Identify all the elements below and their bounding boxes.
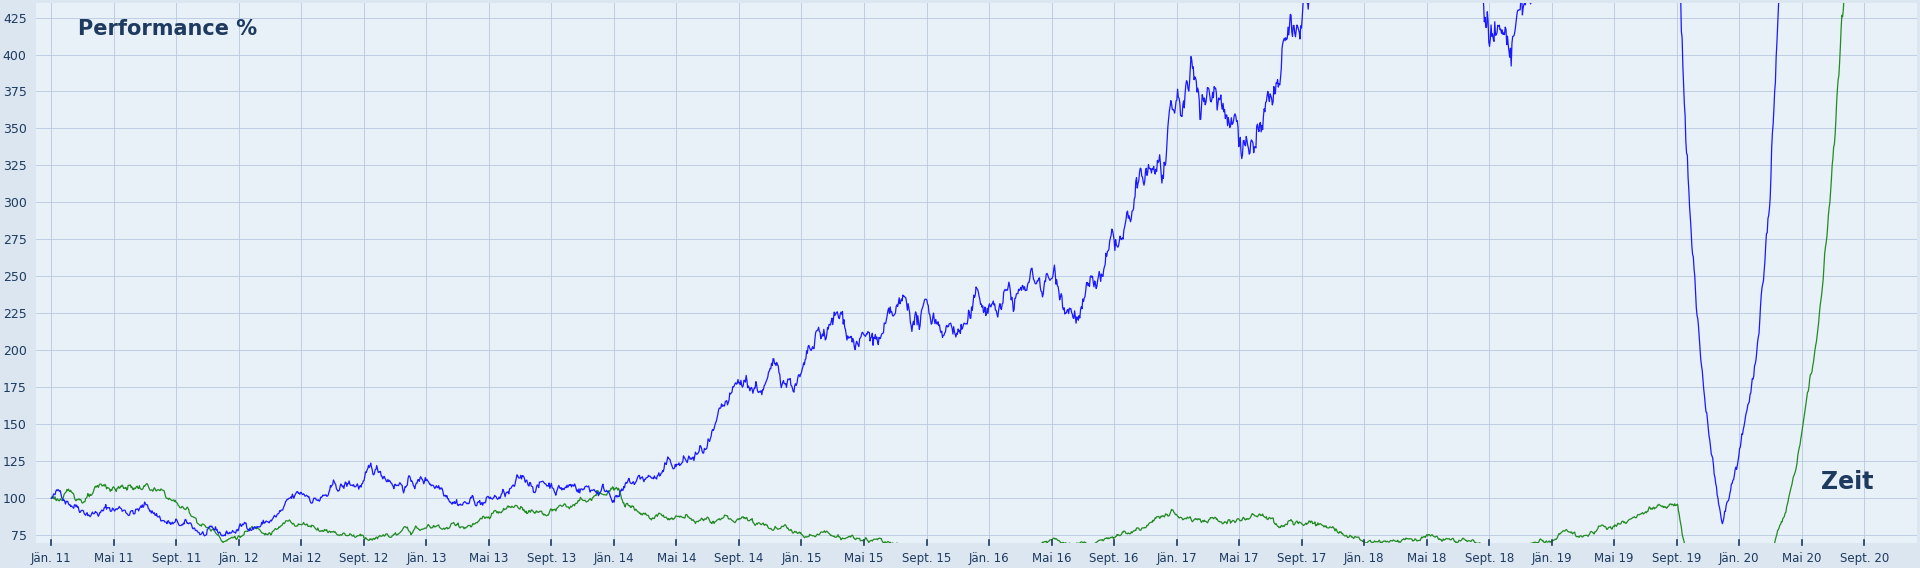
Text: Performance %: Performance %	[77, 19, 257, 39]
Text: Zeit: Zeit	[1822, 470, 1874, 494]
